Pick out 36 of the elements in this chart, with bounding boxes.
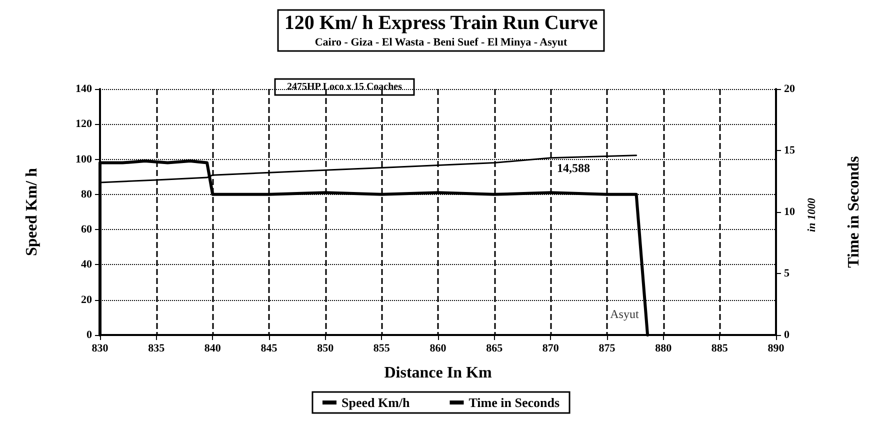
x-tick-label: 860 (430, 342, 447, 354)
y2-tick-label: 5 (784, 268, 790, 280)
x-tick-label: 835 (148, 342, 166, 354)
text: in 1000 (806, 198, 818, 232)
y2-tick-label: 0 (784, 329, 790, 341)
y-tick-label: 20 (81, 294, 92, 306)
y2-tick-label: 20 (784, 83, 796, 95)
x-axis-title: Distance In Km (384, 364, 492, 382)
chart-subtitle: Cairo - Giza - El Wasta - Beni Suef - El Minya - Asyut (314, 36, 568, 48)
x-tick-label: 865 (486, 342, 504, 354)
annotation: Asyut (610, 306, 640, 321)
y2-axis-title: Time in Seconds (846, 156, 862, 268)
x-tick-label: 840 (204, 342, 222, 354)
x-tick-label: 875 (598, 342, 616, 354)
x-tick-label: 845 (260, 342, 278, 354)
y-tick-label: 60 (81, 224, 92, 236)
x-tick-label: 830 (92, 342, 109, 354)
x-tick-label: 855 (373, 342, 390, 354)
x-tick-label: 880 (655, 342, 672, 354)
chart-title: 120 Km/ h Express Train Run Curve (284, 12, 598, 34)
y-tick-label: 100 (76, 153, 92, 166)
annotation: 14,588 (557, 161, 590, 175)
y2-tick-label: 10 (784, 206, 796, 218)
y-axis-title: Speed Km/ h (24, 168, 40, 256)
y2-tick-label: 15 (784, 144, 796, 156)
x-tick-label: 850 (317, 342, 334, 354)
y-tick-label: 120 (76, 118, 92, 130)
y-tick-label: 140 (76, 83, 92, 95)
legend-label: Speed Km/h (341, 395, 411, 410)
legend-label: Time in Seconds (468, 395, 560, 410)
x-tick-label: 870 (542, 342, 560, 354)
y-tick-label: 0 (86, 329, 92, 341)
y-tick-label: 80 (81, 188, 92, 200)
x-tick-label: 890 (768, 342, 785, 354)
x-tick-label: 885 (711, 342, 728, 354)
y-tick-label: 40 (81, 258, 92, 271)
